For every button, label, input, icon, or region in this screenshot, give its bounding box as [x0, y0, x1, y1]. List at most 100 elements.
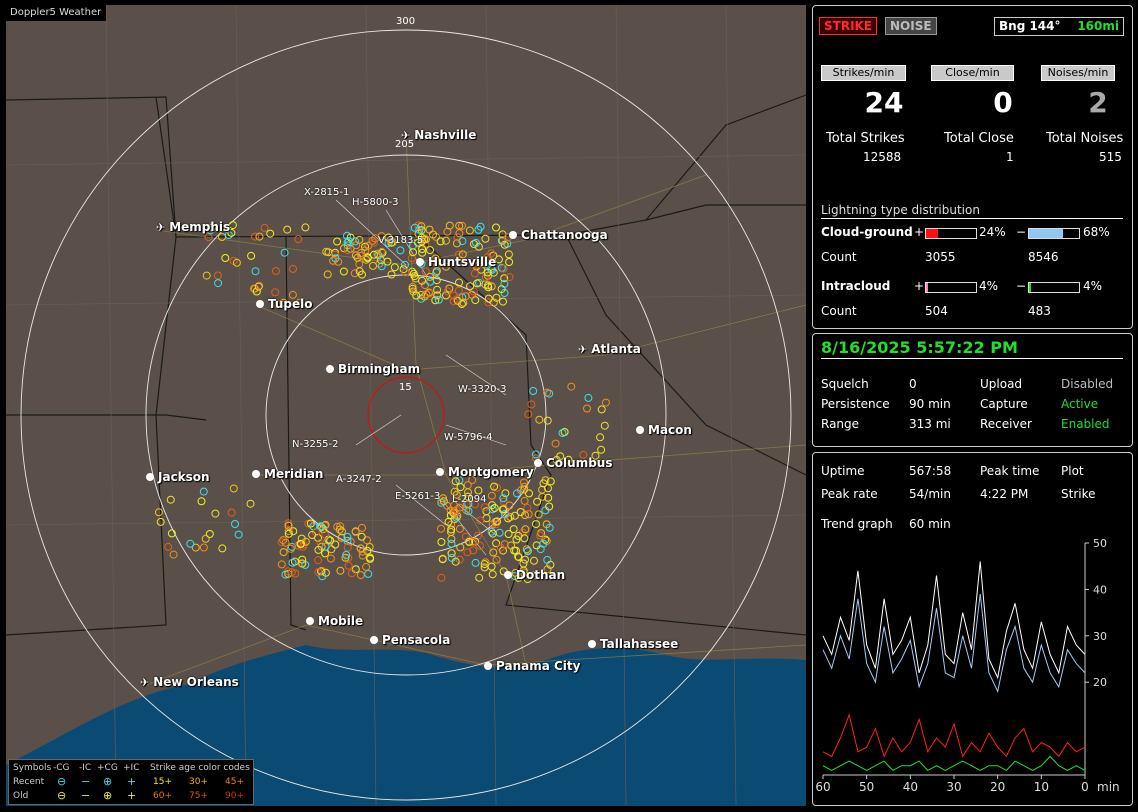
strike-button[interactable]: STRIKE	[819, 17, 878, 35]
strike-marker	[476, 541, 484, 550]
strike-marker	[525, 489, 533, 498]
receiver-value[interactable]: Enabled	[1061, 417, 1110, 431]
strike-marker	[199, 543, 208, 552]
strike-marker	[476, 516, 485, 525]
trend-x-tick-label: 0	[1081, 780, 1089, 794]
strike-marker	[444, 517, 453, 526]
strike-marker	[201, 534, 210, 543]
capture-value[interactable]: Active	[1061, 397, 1099, 411]
strike-marker	[401, 260, 409, 269]
strike-marker	[543, 555, 552, 564]
strike-marker	[342, 550, 351, 559]
city-pensacola: Pensacola	[370, 633, 450, 647]
strikes-per-min-header[interactable]: Strikes/min	[821, 65, 906, 81]
strike-marker	[224, 231, 233, 239]
strike-marker	[284, 529, 293, 538]
track-label: X-2815-1	[304, 187, 350, 198]
strike-marker	[343, 246, 352, 255]
peak-time-value: 4:22 PM	[980, 487, 1029, 501]
track-label: V-3183-5	[378, 235, 424, 246]
lightning-map[interactable]: Doppler5 Weather 300 205 15 ✈ Nashville Ch…	[6, 5, 806, 806]
legend-old-label: Old	[13, 791, 29, 801]
city-name: Pensacola	[382, 633, 451, 647]
upload-value[interactable]: Disabled	[1061, 377, 1114, 391]
peak-rate-value: 54/min	[909, 487, 951, 501]
noises-per-min-header[interactable]: Noises/min	[1041, 65, 1115, 81]
strike-marker	[458, 221, 466, 230]
strike-marker	[597, 405, 606, 414]
strike-marker	[505, 501, 514, 510]
strike-marker	[584, 393, 593, 402]
trend-y-tick-label: 40	[1093, 583, 1107, 596]
cloud-ground-label: Cloud-ground	[821, 225, 913, 239]
strike-marker	[254, 282, 263, 291]
strike-marker	[490, 504, 499, 512]
legend-col: -IC	[79, 763, 92, 773]
peak-time-label: Peak time	[980, 464, 1040, 478]
strike-marker	[437, 538, 446, 546]
city-huntsville: Huntsville	[416, 255, 496, 269]
range-label: Range	[821, 417, 860, 431]
strike-marker	[521, 525, 530, 534]
strike-marker	[409, 248, 417, 257]
strike-marker	[333, 522, 342, 531]
strike-marker	[401, 268, 410, 277]
bearing-value: Bng 144°	[999, 19, 1061, 33]
strike-marker	[358, 551, 367, 560]
trend-y-tick-label: 50	[1093, 537, 1107, 550]
strike-marker	[279, 536, 288, 545]
strike-marker	[529, 387, 538, 395]
strike-marker	[414, 238, 423, 247]
strike-marker	[341, 553, 350, 562]
cg-positive-bar	[925, 228, 977, 239]
strike-marker	[361, 242, 370, 251]
strike-marker	[425, 225, 434, 234]
strike-marker	[532, 520, 540, 529]
old-plus-ic-icon: +	[127, 789, 137, 802]
distance-value: 160mi	[1077, 19, 1119, 33]
city-birmingham: Birmingham	[326, 362, 420, 376]
strike-marker	[197, 497, 206, 506]
strike-marker	[213, 271, 222, 280]
strike-marker	[456, 483, 465, 492]
strike-marker	[287, 542, 296, 551]
county-lines	[6, 5, 806, 806]
strike-marker	[514, 552, 523, 561]
city-dot-icon	[534, 459, 542, 467]
strike-marker	[431, 296, 440, 305]
noise-button[interactable]: NOISE	[885, 17, 937, 35]
strike-marker	[336, 566, 345, 575]
strike-marker	[286, 544, 295, 553]
strike-marker	[339, 267, 348, 276]
strike-marker	[281, 538, 290, 547]
strike-marker	[499, 505, 508, 514]
strike-marker	[452, 505, 461, 514]
cg-negative-count: 8546	[1028, 250, 1059, 264]
strike-marker	[493, 517, 502, 526]
plot-value[interactable]: Strike	[1061, 487, 1096, 501]
old-plus-cg-icon: ⊕	[103, 789, 113, 802]
strike-marker	[530, 556, 538, 565]
trend-label: Trend graph	[821, 517, 893, 531]
range-label-inner: 15	[399, 382, 412, 393]
strike-marker	[211, 509, 220, 518]
ic-negative-bar	[1028, 282, 1080, 293]
city-name: Jackson	[158, 470, 210, 484]
strike-marker	[279, 548, 288, 557]
city-new-orleans: ✈ New Orleans	[140, 675, 239, 689]
strike-marker	[169, 550, 178, 559]
strike-marker	[433, 291, 442, 300]
strike-marker	[450, 487, 459, 496]
ic-negative-count: 483	[1028, 304, 1051, 318]
city-name: Montgomery	[448, 465, 534, 479]
strike-marker	[520, 485, 529, 494]
cg-minus-sign: −	[1016, 225, 1027, 239]
intracloud-label: Intracloud	[821, 279, 891, 293]
close-per-min-header[interactable]: Close/min	[931, 65, 1014, 81]
strike-marker	[344, 237, 353, 245]
strike-marker	[483, 259, 492, 267]
strike-marker	[583, 404, 591, 413]
settings-panel: 8/16/2025 5:57:22 PM Squelch 0 Upload Di…	[812, 333, 1133, 447]
strike-marker	[523, 575, 532, 584]
strike-marker	[333, 237, 342, 246]
